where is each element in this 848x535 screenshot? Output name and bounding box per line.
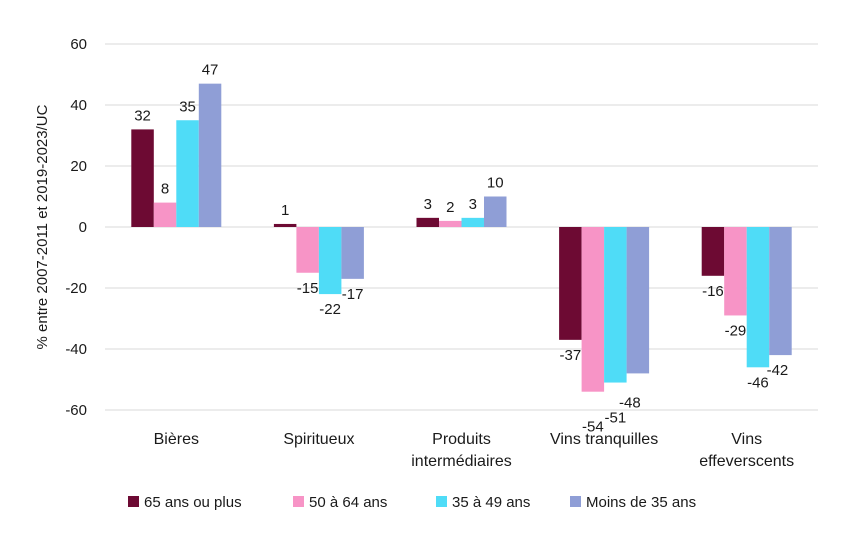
data-label: 32	[134, 107, 151, 124]
x-category-label: Vins tranquilles	[550, 431, 658, 448]
bar	[461, 217, 484, 227]
bar	[341, 227, 364, 279]
x-category-label: Bières	[154, 431, 199, 448]
data-label: -54	[582, 419, 604, 436]
legend-swatch	[293, 496, 304, 507]
data-label: 3	[469, 196, 477, 213]
x-category-label: Vins	[731, 431, 762, 448]
legend-swatch	[570, 496, 581, 507]
bar	[416, 217, 439, 227]
legend-label: 65 ans ou plus	[144, 494, 242, 511]
bar	[626, 227, 650, 374]
bars	[131, 83, 792, 392]
y-tick-label: 60	[70, 36, 87, 53]
bar	[604, 227, 627, 383]
bar	[131, 129, 154, 227]
bar	[701, 227, 725, 276]
bar	[176, 120, 199, 227]
data-label: -16	[702, 283, 724, 300]
legend-swatch	[128, 496, 139, 507]
y-tick-label: 0	[79, 219, 87, 236]
bar	[769, 227, 792, 356]
data-label: -48	[619, 394, 641, 411]
bar	[296, 227, 319, 273]
bar	[581, 227, 605, 392]
y-tick-label: -20	[65, 280, 87, 297]
x-category-label: intermédiaires	[411, 453, 511, 470]
bar	[273, 223, 297, 227]
bar	[153, 202, 177, 227]
x-category-label: effeverscents	[699, 453, 794, 470]
y-tick-label: 20	[70, 158, 87, 175]
bar	[484, 196, 507, 227]
gridlines	[105, 43, 818, 411]
data-label: 1	[281, 202, 289, 219]
y-axis-label: % entre 2007-2011 et 2019-2023/UC	[34, 104, 51, 349]
legend-swatch	[436, 496, 447, 507]
data-label: 47	[202, 62, 219, 79]
bar	[746, 227, 770, 368]
y-tick-label: 40	[70, 97, 87, 114]
axes: -60 -40 -20 0 20 40 60 % entre 2007-2011 et 201…	[34, 36, 794, 470]
legend-label: Moins de 35 ans	[586, 494, 696, 511]
data-label: 3	[424, 196, 432, 213]
data-label: 2	[446, 199, 454, 216]
data-label: -17	[342, 286, 364, 303]
data-label: -29	[725, 322, 747, 339]
data-label: -51	[605, 410, 627, 427]
bar	[198, 83, 222, 228]
x-category-label: Spiritueux	[283, 431, 354, 448]
legend: 65 ans ou plus 50 à 64 ans 35 à 49 ans Moin…	[128, 494, 696, 511]
y-tick-label: -40	[65, 341, 87, 358]
bar	[559, 227, 582, 340]
data-label: 35	[179, 98, 196, 115]
data-label: -22	[319, 301, 341, 318]
bar	[724, 227, 747, 316]
legend-label: 50 à 64 ans	[309, 494, 387, 511]
bar	[318, 227, 342, 295]
data-label: -46	[747, 374, 769, 391]
data-label: -37	[560, 347, 582, 364]
data-label: -42	[767, 362, 789, 379]
y-tick-label: -60	[65, 402, 87, 419]
data-label: -15	[297, 280, 319, 297]
legend-label: 35 à 49 ans	[452, 494, 530, 511]
bar	[439, 220, 462, 227]
data-label: 8	[161, 181, 169, 198]
x-category-label: Produits	[432, 431, 491, 448]
data-label: 10	[487, 175, 504, 192]
